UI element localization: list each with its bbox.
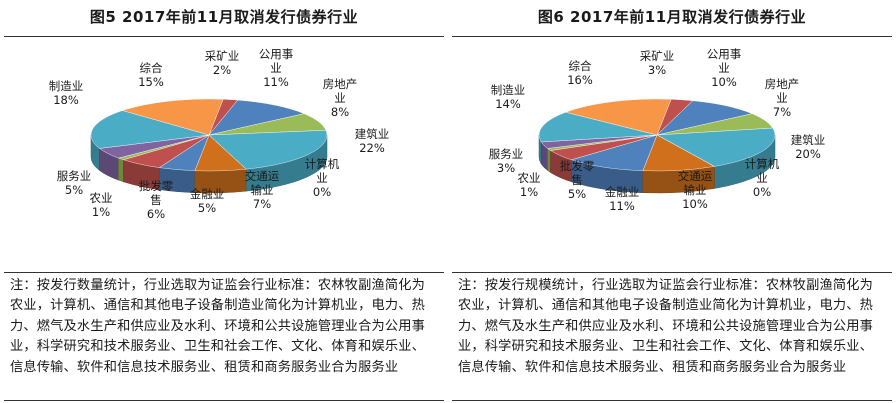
chart-note: 注：按发行规模统计，行业选取为证监会行业标准：农林牧副渔简化为农业，计算机、通信…: [458, 278, 874, 375]
top-rule: [4, 36, 444, 37]
pie-slice-建筑业: [656, 127, 776, 167]
slice-label-服务业: 服务业 5%: [57, 169, 92, 197]
pie-chart: 采矿业 3% 公用事业 10% 房地产业 7% 建筑业 20% 计算机业 0% 交通运输业 10% 金融…: [452, 40, 892, 270]
slice-label-采矿业: 采矿业 2%: [205, 49, 240, 77]
slice-label-农业: 农业 1%: [90, 191, 113, 219]
slice-label-批发零售: 批发零售 6%: [139, 179, 174, 221]
slice-label-综合: 综合 15%: [138, 61, 164, 89]
pie-slice-side-农业: [118, 157, 124, 183]
pie-slice-公用事业: [208, 99, 305, 136]
pie-chart: 采矿业 2% 公用事业 11% 房地产业 8% 建筑业 22% 计算机业 0% 交通运输业 7% 金融业…: [4, 40, 444, 270]
chart-title: 图5 2017年前11月取消发行债券行业: [89, 8, 359, 26]
bottom-rule: [452, 400, 892, 401]
slice-label-房地产业: 房地产业 8%: [323, 77, 358, 119]
figure-5-panel: 图5 2017年前11月取消发行债券行业 采矿业 2% 公用事业 11% 房地产业 8% 建…: [4, 0, 444, 403]
slice-label-金融业: 金融业 11%: [605, 185, 640, 213]
slice-label-公用事业: 公用事业 10%: [707, 47, 742, 89]
chart-note: 注：按发行数量统计，行业选取为证监会行业标准：农林牧副渔简化为农业，计算机、通信…: [10, 278, 426, 375]
slice-label-计算机业: 计算机业 0%: [305, 157, 340, 199]
slice-label-房地产业: 房地产业 7%: [765, 77, 800, 119]
slice-label-交通运输业: 交通运输业 10%: [678, 169, 713, 211]
pie-slice-交通运输业: [642, 134, 716, 172]
chart-title: 图6 2017年前11月取消发行债券行业: [537, 8, 807, 26]
pie-slice-综合: [121, 98, 224, 136]
pie-slice-制造业: [538, 112, 658, 143]
slice-label-制造业: 制造业 18%: [49, 79, 84, 107]
pie-slice-建筑业: [208, 130, 328, 170]
pie-slice-金融业: [570, 134, 658, 171]
middle-rule: [4, 272, 444, 273]
slice-label-交通运输业: 交通运输业 7%: [245, 169, 280, 211]
middle-rule: [452, 272, 892, 273]
pie-slice-公用事业: [656, 100, 753, 136]
pie-chart-svg: 采矿业 3% 公用事业 10% 房地产业 7% 建筑业 20% 计算机业 0% 交通运输业 10% 金融…: [489, 47, 826, 213]
slice-label-采矿业: 采矿业 3%: [640, 49, 675, 77]
slice-label-制造业: 制造业 14%: [491, 83, 526, 111]
pie-slice-制造业: [90, 110, 210, 149]
pie-slice-综合: [564, 98, 672, 136]
figure-6-panel: 图6 2017年前11月取消发行债券行业 采矿业 3% 公用事业 10% 房地产业 7% 建…: [452, 0, 892, 403]
slice-label-计算机业: 计算机业 0%: [745, 157, 780, 199]
top-rule: [452, 36, 892, 37]
slice-label-金融业: 金融业 5%: [190, 187, 225, 215]
pie-chart-svg: 采矿业 2% 公用事业 11% 房地产业 8% 建筑业 22% 计算机业 0% 交通运输业 7% 金融业…: [49, 47, 390, 221]
slice-label-农业: 农业 1%: [518, 171, 541, 199]
slice-label-综合: 综合 16%: [567, 59, 593, 87]
slice-label-批发零售: 批发零售 5%: [560, 159, 595, 201]
slice-label-建筑业: 建筑业 20%: [791, 133, 826, 161]
pie-slice-side-农业: [547, 147, 551, 173]
slice-label-服务业: 服务业 3%: [489, 147, 524, 175]
bottom-rule: [4, 400, 444, 401]
slice-label-公用事业: 公用事业 11%: [259, 47, 294, 89]
slice-label-建筑业: 建筑业 22%: [355, 127, 390, 155]
